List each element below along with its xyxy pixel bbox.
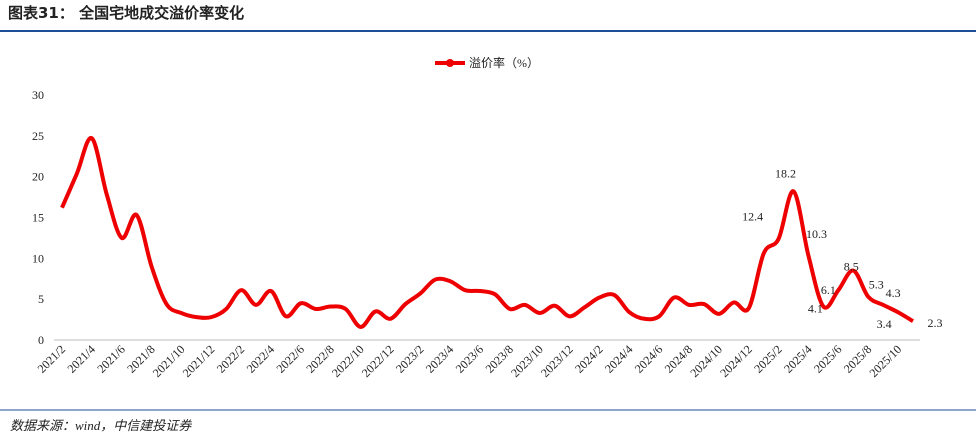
x-tick-label: 2022/6 (274, 342, 307, 375)
value-label: 5.3 (869, 278, 884, 292)
y-tick-label: 30 (32, 88, 44, 102)
x-tick-label: 2023/12 (538, 342, 576, 380)
line (60, 136, 915, 329)
y-tick-label: 20 (32, 170, 44, 184)
x-tick-label: 2024/6 (632, 342, 665, 375)
x-tick-label: 2021/4 (65, 342, 98, 375)
value-label: 12.4 (742, 210, 763, 224)
x-tick-label: 2024/12 (717, 342, 755, 380)
y-tick-label: 5 (38, 292, 44, 306)
x-tick-label: 2025/6 (811, 342, 844, 375)
x-tick-label: 2025/4 (781, 342, 814, 375)
page-title: 图表31： 全国宅地成交溢价率变化 (8, 4, 244, 22)
x-tick-label: 2024/4 (602, 342, 635, 375)
value-label: 6.1 (821, 283, 836, 297)
value-label: 3.4 (877, 317, 892, 331)
y-tick-label: 10 (32, 251, 44, 265)
legend-label: 溢价率（%） (469, 55, 539, 70)
x-tick-label: 2022/10 (329, 342, 367, 380)
x-tick-label: 2023/10 (508, 342, 546, 380)
x-tick-label: 2023/2 (393, 342, 426, 375)
value-label: 10.3 (806, 227, 827, 241)
x-tick-label: 2024/2 (572, 342, 605, 375)
x-tick-label: 2023/4 (423, 342, 456, 375)
x-tick-label: 2021/6 (94, 342, 127, 375)
x-tick-label: 2023/6 (453, 342, 486, 375)
x-tick-label: 2021/10 (150, 342, 188, 380)
source: 数据来源：wind，中信建投证券 (10, 418, 192, 433)
value-label: 4.3 (886, 286, 901, 300)
x-tick-label: 2022/12 (359, 342, 397, 380)
value-label: 8.5 (844, 260, 859, 274)
x-tick-label: 2025/2 (751, 342, 784, 375)
x-tick-label: 2021/12 (180, 342, 218, 380)
value-label: 18.2 (775, 166, 796, 180)
x-tick-label: 2022/2 (214, 342, 247, 375)
y-tick-label: 0 (38, 333, 44, 347)
legend-marker (446, 59, 454, 67)
x-tick-label: 2022/4 (244, 342, 277, 375)
value-label: 2.3 (928, 316, 943, 330)
x-tick-label: 2021/2 (35, 342, 68, 375)
y-tick-label: 25 (32, 129, 44, 143)
x-tick-label: 2024/10 (687, 342, 725, 380)
x-tick-label: 2025/10 (866, 342, 904, 380)
y-tick-label: 15 (32, 211, 44, 225)
value-label: 4.1 (808, 302, 823, 316)
